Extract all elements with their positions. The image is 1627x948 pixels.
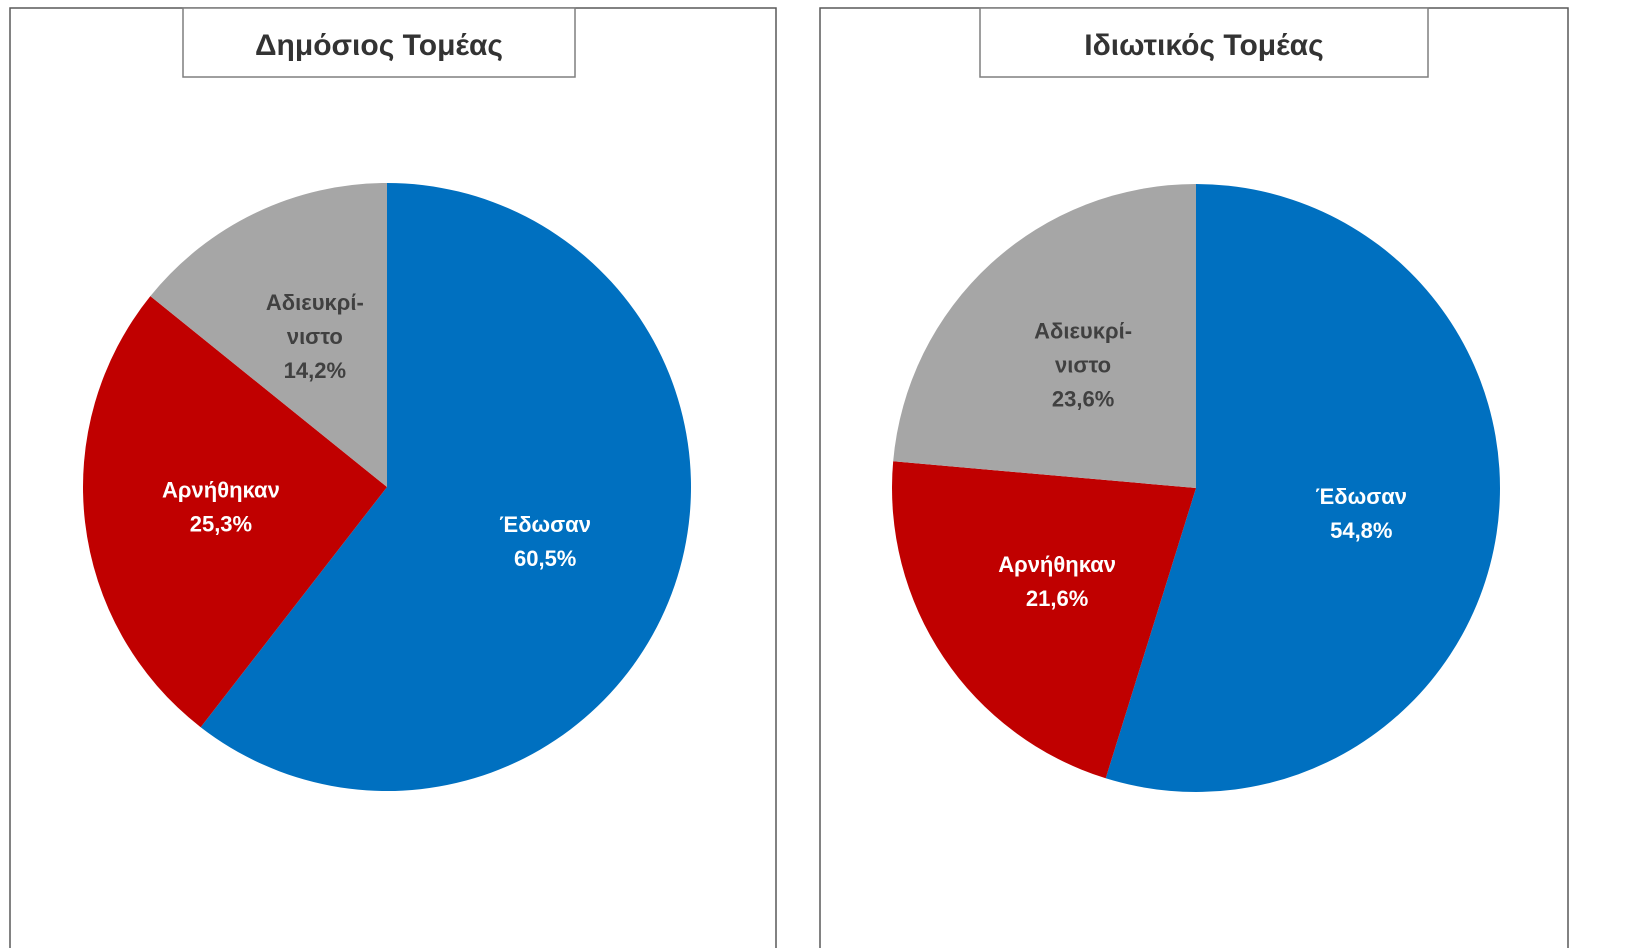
chart-title: Ιδιωτικός Τομέας [1084,29,1323,62]
slice-category-label: Αδιευκρί-νιστο [1034,319,1132,378]
chart-title: Δημόσιος Τομέας [255,29,503,62]
slice-category-label: Έδωσαν [499,512,591,537]
pie-slice [1105,184,1501,792]
slice-value-label: 54,8% [1330,518,1392,543]
pie-chart: Δημόσιος Τομέας Έδωσαν 60,5% Αρνήθηκαν 25,3%… [9,7,777,948]
slice-value-label: 14,2% [284,358,346,383]
slice-value-label: 21,6% [1026,586,1088,611]
pie-slice [150,183,387,487]
pie-slice [893,184,1196,488]
pie-chart: Ιδιωτικός Τομέας Έδωσαν 54,8% Αρνήθηκαν 21,6… [819,7,1569,948]
slice-category-label: Αδιευκρί-νιστο [266,290,364,349]
slice-value-label: 60,5% [514,546,576,571]
slice-value-label: 25,3% [190,511,252,536]
pie-slice [82,296,387,728]
slice-category-label: Αρνήθηκαν [162,477,280,502]
slice-category-label: Αρνήθηκαν [998,552,1116,577]
pie-slice [892,461,1196,779]
slice-value-label: 23,6% [1052,387,1114,412]
slice-category-label: Έδωσαν [1316,484,1408,509]
title-box [979,7,1429,78]
title-box [182,7,576,78]
pie-slice [200,183,691,792]
